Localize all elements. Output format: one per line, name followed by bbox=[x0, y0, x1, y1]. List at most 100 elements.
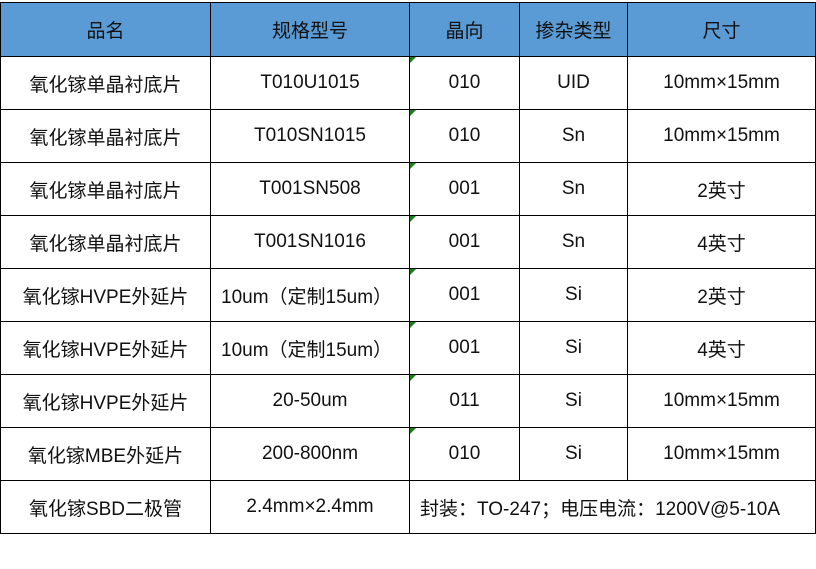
cell-name[interactable]: 氧化镓HVPE外延片 bbox=[0, 374, 211, 428]
cell-orientation[interactable]: 010 bbox=[409, 109, 520, 163]
header-model[interactable]: 规格型号 bbox=[210, 2, 410, 57]
cell-text: 氧化镓单晶衬底片 bbox=[29, 127, 182, 149]
cell-name[interactable]: 氧化镓MBE外延片 bbox=[0, 427, 211, 481]
cell-text: Si bbox=[565, 337, 582, 358]
cell-text: 001 bbox=[448, 231, 481, 252]
cell-name[interactable]: 氧化镓HVPE外延片 bbox=[0, 268, 211, 322]
cell-size[interactable]: 10mm×15mm bbox=[627, 109, 816, 163]
cell-model[interactable]: 2.4mm×2.4mm bbox=[210, 480, 410, 534]
cell-doping[interactable]: Sn bbox=[519, 162, 628, 216]
cell-doping[interactable]: Si bbox=[519, 268, 628, 322]
table-row: 氧化镓HVPE外延片 20-50um 011 Si 10mm×15mm bbox=[0, 374, 816, 428]
cell-name[interactable]: 氧化镓单晶衬底片 bbox=[0, 162, 211, 216]
cell-text: T010U1015 bbox=[260, 72, 360, 93]
cell-text: 氧化镓HVPE外延片 bbox=[22, 286, 189, 308]
cell-size[interactable]: 10mm×15mm bbox=[627, 56, 816, 110]
cell-text: T001SN508 bbox=[259, 178, 361, 199]
header-row: 品名 规格型号 晶向 掺杂类型 尺寸 bbox=[0, 2, 816, 57]
cell-text: 001 bbox=[448, 337, 481, 358]
cell-size[interactable]: 2英寸 bbox=[627, 268, 816, 322]
cell-name[interactable]: 氧化镓单晶衬底片 bbox=[0, 109, 211, 163]
cell-size[interactable]: 2英寸 bbox=[627, 162, 816, 216]
table-row: 氧化镓SBD二极管 2.4mm×2.4mm 封装：TO-247；电压电流：1200V… bbox=[0, 480, 816, 534]
cell-doping[interactable]: Si bbox=[519, 427, 628, 481]
cell-orientation[interactable]: 001 bbox=[409, 268, 520, 322]
cell-text: UID bbox=[557, 72, 590, 93]
text-number-indicator-icon bbox=[410, 269, 416, 275]
table-row: 氧化镓HVPE外延片 10um（定制15um） 001 Si 4英寸 bbox=[0, 321, 816, 375]
cell-text: Sn bbox=[561, 125, 586, 146]
cell-size[interactable]: 4英寸 bbox=[627, 321, 816, 375]
cell-text: 011 bbox=[449, 390, 480, 411]
text-number-indicator-icon bbox=[410, 163, 416, 169]
cell-text: 氧化镓HVPE外延片 bbox=[22, 392, 189, 414]
cell-text: 2英寸 bbox=[697, 286, 746, 308]
cell-text: Sn bbox=[561, 178, 586, 199]
cell-text: T001SN1016 bbox=[254, 231, 366, 252]
header-doping[interactable]: 掺杂类型 bbox=[519, 2, 628, 57]
cell-spec[interactable]: 封装：TO-247；电压电流：1200V@5-10A bbox=[409, 480, 816, 534]
cell-model[interactable]: T010SN1015 bbox=[210, 109, 410, 163]
cell-doping[interactable]: Si bbox=[519, 374, 628, 428]
cell-name[interactable]: 氧化镓单晶衬底片 bbox=[0, 56, 211, 110]
cell-text: T010SN1015 bbox=[254, 125, 366, 146]
cell-text: 氧化镓单晶衬底片 bbox=[29, 74, 182, 96]
cell-model[interactable]: 20-50um bbox=[210, 374, 410, 428]
cell-text: 001 bbox=[448, 178, 481, 199]
cell-doping[interactable]: Sn bbox=[519, 109, 628, 163]
text-number-indicator-icon bbox=[410, 110, 416, 116]
cell-text: 001 bbox=[448, 284, 481, 305]
table-row: 氧化镓单晶衬底片 T010U1015 010 UID 10mm×15mm bbox=[0, 56, 816, 110]
cell-model[interactable]: 200-800nm bbox=[210, 427, 410, 481]
cell-name[interactable]: 氧化镓SBD二极管 bbox=[0, 480, 211, 534]
cell-text: 封装：TO-247；电压电流：1200V@5-10A bbox=[420, 498, 780, 520]
cell-orientation[interactable]: 011 bbox=[409, 374, 520, 428]
cell-orientation[interactable]: 010 bbox=[409, 56, 520, 110]
text-number-indicator-icon bbox=[410, 375, 416, 381]
text-number-indicator-icon bbox=[410, 57, 416, 63]
header-orientation[interactable]: 晶向 bbox=[409, 2, 520, 57]
cell-text: 20-50um bbox=[272, 390, 348, 411]
cell-model[interactable]: 10um（定制15um） bbox=[210, 321, 410, 375]
cell-name[interactable]: 氧化镓单晶衬底片 bbox=[0, 215, 211, 269]
cell-size[interactable]: 10mm×15mm bbox=[627, 374, 816, 428]
text-number-indicator-icon bbox=[410, 322, 416, 328]
cell-text: 2.4mm×2.4mm bbox=[246, 496, 374, 517]
cell-text: 2英寸 bbox=[697, 180, 746, 202]
cell-text: 10um（定制15um） bbox=[221, 286, 393, 308]
cell-doping[interactable]: Si bbox=[519, 321, 628, 375]
cell-text: 4英寸 bbox=[697, 233, 746, 255]
cell-text: 氧化镓HVPE外延片 bbox=[22, 339, 189, 361]
cell-text: Si bbox=[565, 443, 582, 464]
cell-doping[interactable]: Sn bbox=[519, 215, 628, 269]
cell-orientation[interactable]: 001 bbox=[409, 215, 520, 269]
table-row: 氧化镓HVPE外延片 10um（定制15um） 001 Si 2英寸 bbox=[0, 268, 816, 322]
cell-size[interactable]: 10mm×15mm bbox=[627, 427, 816, 481]
header-name[interactable]: 品名 bbox=[0, 2, 211, 57]
cell-doping[interactable]: UID bbox=[519, 56, 628, 110]
cell-model[interactable]: T001SN508 bbox=[210, 162, 410, 216]
cell-text: 10um（定制15um） bbox=[221, 339, 393, 361]
text-number-indicator-icon bbox=[410, 428, 416, 434]
cell-model[interactable]: T010U1015 bbox=[210, 56, 410, 110]
text-number-indicator-icon bbox=[410, 216, 416, 222]
cell-name[interactable]: 氧化镓HVPE外延片 bbox=[0, 321, 211, 375]
table-row: 氧化镓单晶衬底片 T001SN508 001 Sn 2英寸 bbox=[0, 162, 816, 216]
cell-text: Sn bbox=[561, 231, 586, 252]
cell-text: 200-800nm bbox=[261, 443, 359, 464]
table-row: 氧化镓单晶衬底片 T010SN1015 010 Sn 10mm×15mm bbox=[0, 109, 816, 163]
table-row: 氧化镓单晶衬底片 T001SN1016 001 Sn 4英寸 bbox=[0, 215, 816, 269]
cell-model[interactable]: 10um（定制15um） bbox=[210, 268, 410, 322]
cell-text: 010 bbox=[448, 72, 481, 93]
cell-model[interactable]: T001SN1016 bbox=[210, 215, 410, 269]
cell-text: 4英寸 bbox=[697, 339, 746, 361]
cell-orientation[interactable]: 010 bbox=[409, 427, 520, 481]
cell-size[interactable]: 4英寸 bbox=[627, 215, 816, 269]
cell-orientation[interactable]: 001 bbox=[409, 162, 520, 216]
cell-text: 氧化镓MBE外延片 bbox=[27, 445, 184, 467]
cell-orientation[interactable]: 001 bbox=[409, 321, 520, 375]
cell-text: 010 bbox=[448, 443, 481, 464]
table-row: 氧化镓MBE外延片 200-800nm 010 Si 10mm×15mm bbox=[0, 427, 816, 481]
cell-text: 010 bbox=[448, 125, 481, 146]
header-size[interactable]: 尺寸 bbox=[627, 2, 816, 57]
